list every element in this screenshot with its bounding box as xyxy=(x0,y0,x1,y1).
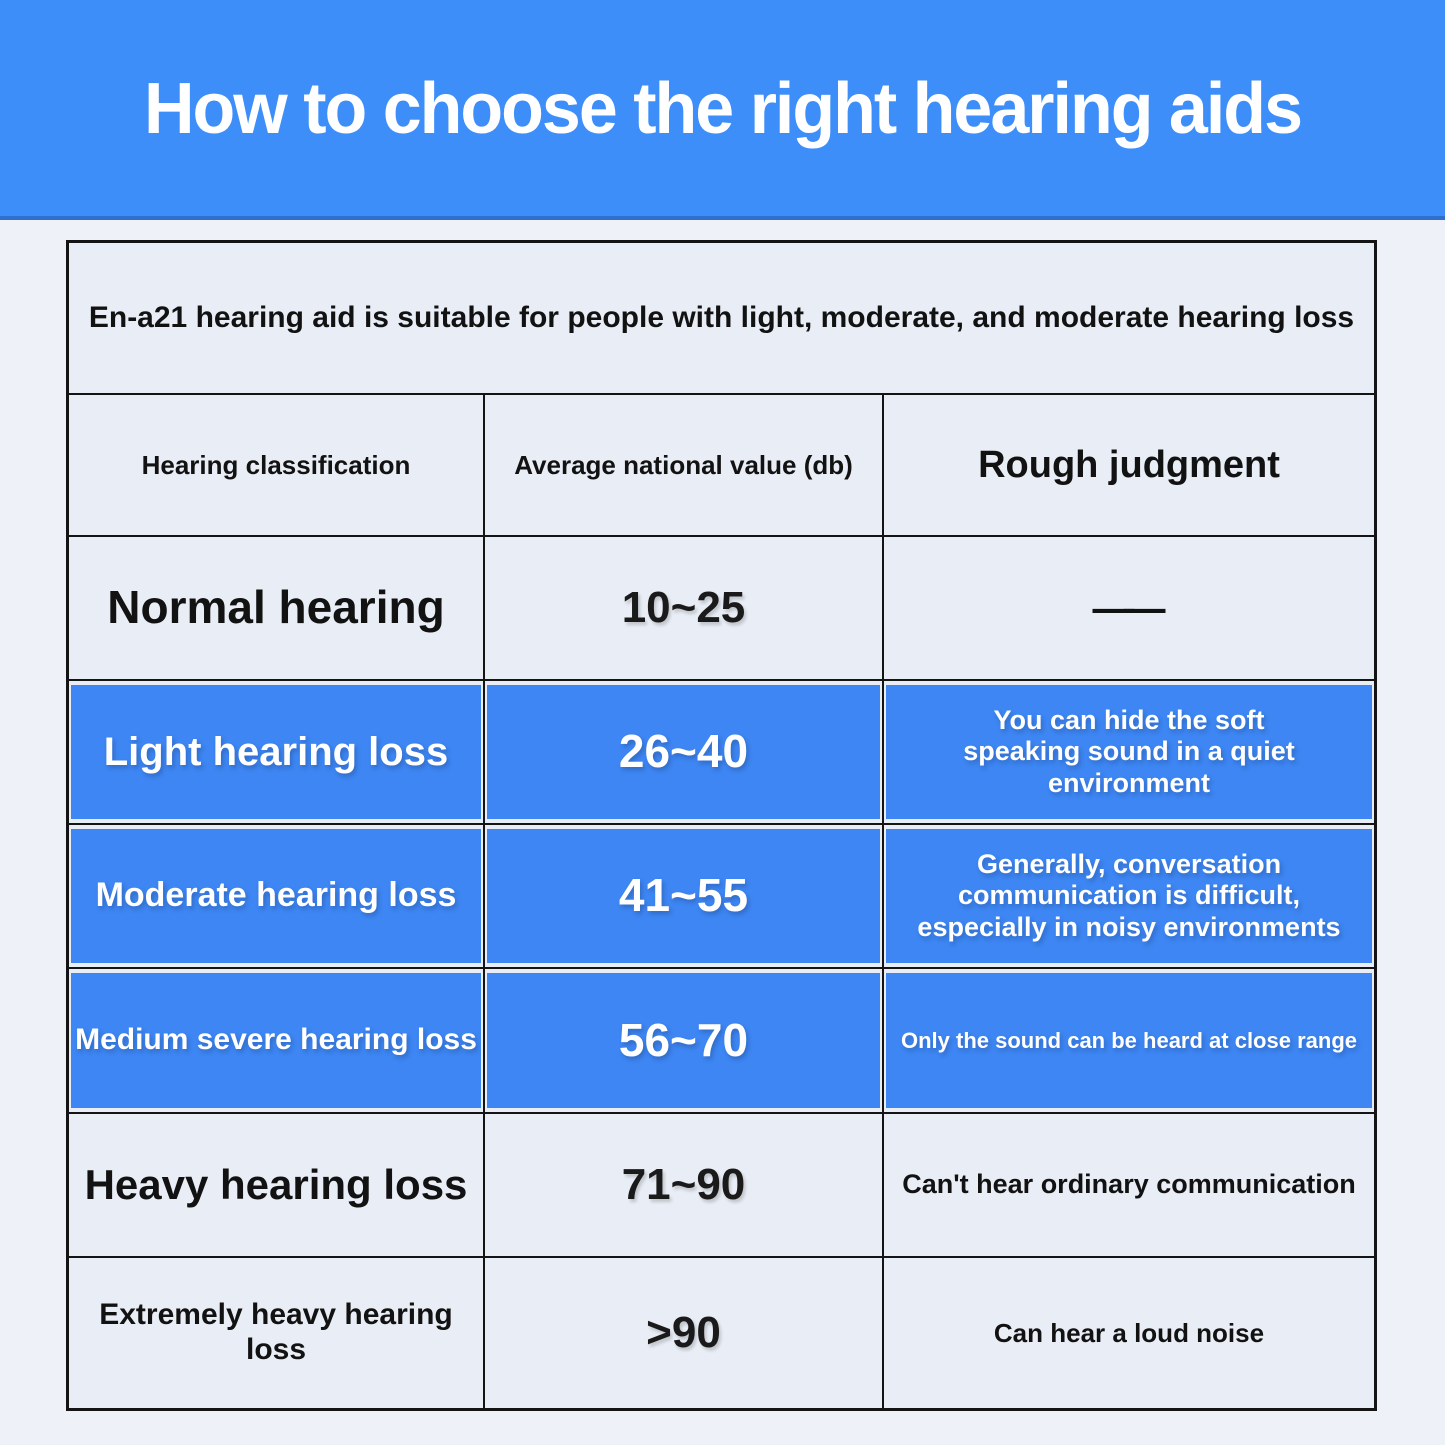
classification-cell: Heavy hearing loss xyxy=(69,1114,483,1256)
judgment-cell: Can't hear ordinary communication xyxy=(884,1114,1374,1256)
judgment-cell: Can hear a loud noise xyxy=(884,1258,1374,1408)
classification-cell: Normal hearing xyxy=(69,537,483,679)
table-caption-cell: En-a21 hearing aid is suitable for peopl… xyxy=(69,243,1374,393)
value-cell: 56~70 xyxy=(485,969,882,1112)
judgment-cell: Only the sound can be heard at close ran… xyxy=(884,969,1374,1112)
value-cell: >90 xyxy=(485,1258,882,1408)
table-caption: En-a21 hearing aid is suitable for peopl… xyxy=(88,300,1355,334)
judgment-cell: —— xyxy=(884,537,1374,679)
page-banner: How to choose the right hearing aids xyxy=(0,0,1445,220)
classification-cell: Extremely heavy hearing loss xyxy=(69,1258,483,1408)
page-title: How to choose the right hearing aids xyxy=(144,67,1303,149)
value-cell: 71~90 xyxy=(485,1114,882,1256)
column-header-average-value: Average national value (db) xyxy=(485,395,882,535)
column-header-classification: Hearing classification xyxy=(69,395,483,535)
value-cell: 26~40 xyxy=(485,681,882,823)
judgment-cell: You can hide the soft speaking sound in … xyxy=(884,681,1374,823)
value-cell: 10~25 xyxy=(485,537,882,679)
value-cell: 41~55 xyxy=(485,825,882,967)
classification-cell: Medium severe hearing loss xyxy=(69,969,483,1112)
judgment-cell: Generally, conversation communication is… xyxy=(884,825,1374,967)
classification-cell: Moderate hearing loss xyxy=(69,825,483,967)
classification-cell: Light hearing loss xyxy=(69,681,483,823)
dash-placeholder: —— xyxy=(1092,583,1166,631)
column-header-rough-judgment: Rough judgment xyxy=(884,395,1374,535)
hearing-loss-table: En-a21 hearing aid is suitable for peopl… xyxy=(66,240,1377,1411)
